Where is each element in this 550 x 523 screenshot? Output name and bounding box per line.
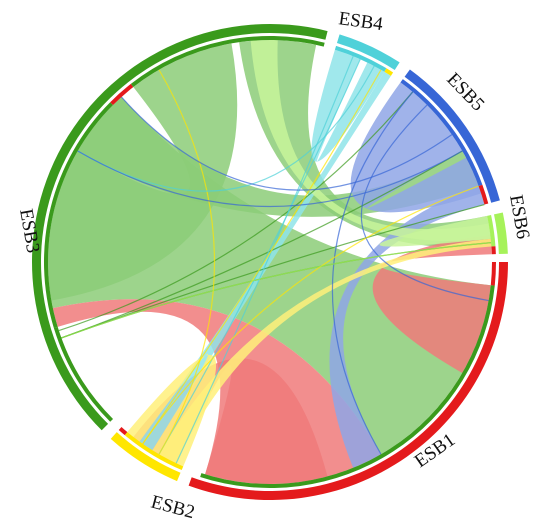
thread-link: [360, 104, 489, 302]
ribbon-esb5-esb1: [329, 186, 485, 468]
ribbon-esb3-esb6: [239, 40, 492, 248]
group-arcs-layer: [32, 23, 508, 500]
group-arc-esb4: [336, 34, 400, 70]
inner-band-segment: [491, 246, 496, 255]
group-label-esb6: ESB6: [505, 193, 533, 240]
inner-band-segment: [53, 326, 114, 422]
ribbons-layer: [47, 40, 492, 484]
thread-link: [58, 91, 414, 332]
ribbon-esb3-esb3: [47, 43, 238, 301]
group-label-esb4: ESB4: [337, 8, 384, 35]
group-label-esb1: ESB1: [411, 429, 459, 472]
thread-link: [77, 150, 463, 207]
ribbon-esb6-esb3: [250, 40, 491, 241]
thread-link: [142, 185, 479, 445]
thread-link: [61, 203, 485, 339]
thread-link: [61, 242, 492, 339]
group-arc-esb5: [404, 69, 500, 203]
group-arc-esb6: [493, 212, 508, 255]
inner-band-segment: [334, 45, 387, 72]
inner-band-segment: [110, 83, 134, 106]
thread-link: [331, 91, 414, 455]
inner-band-segment: [118, 426, 128, 436]
thread-link: [77, 65, 375, 192]
ribbon-esb1-esb6: [372, 234, 492, 373]
inner-band-segment: [478, 184, 489, 205]
ribbon-esb5-esb5: [350, 82, 482, 213]
thread-link: [158, 69, 215, 455]
inner-band-segment: [124, 432, 184, 471]
thread-link: [61, 150, 463, 339]
inner-band-segment: [130, 36, 325, 88]
thread-link: [158, 58, 361, 455]
inner-band-segment: [43, 102, 114, 329]
inner-band-segment: [490, 262, 496, 286]
ribbon-esb4-esb4: [311, 49, 385, 162]
thread-link: [175, 55, 354, 464]
thread-link: [142, 69, 382, 445]
ribbon-esb2-esb2: [127, 353, 217, 467]
inner-band-segment: [384, 68, 394, 76]
group-label-esb2: ESB2: [149, 492, 197, 523]
inner-band-segment: [487, 215, 496, 247]
group-arc-esb2: [110, 432, 181, 482]
thread-link: [121, 96, 453, 191]
